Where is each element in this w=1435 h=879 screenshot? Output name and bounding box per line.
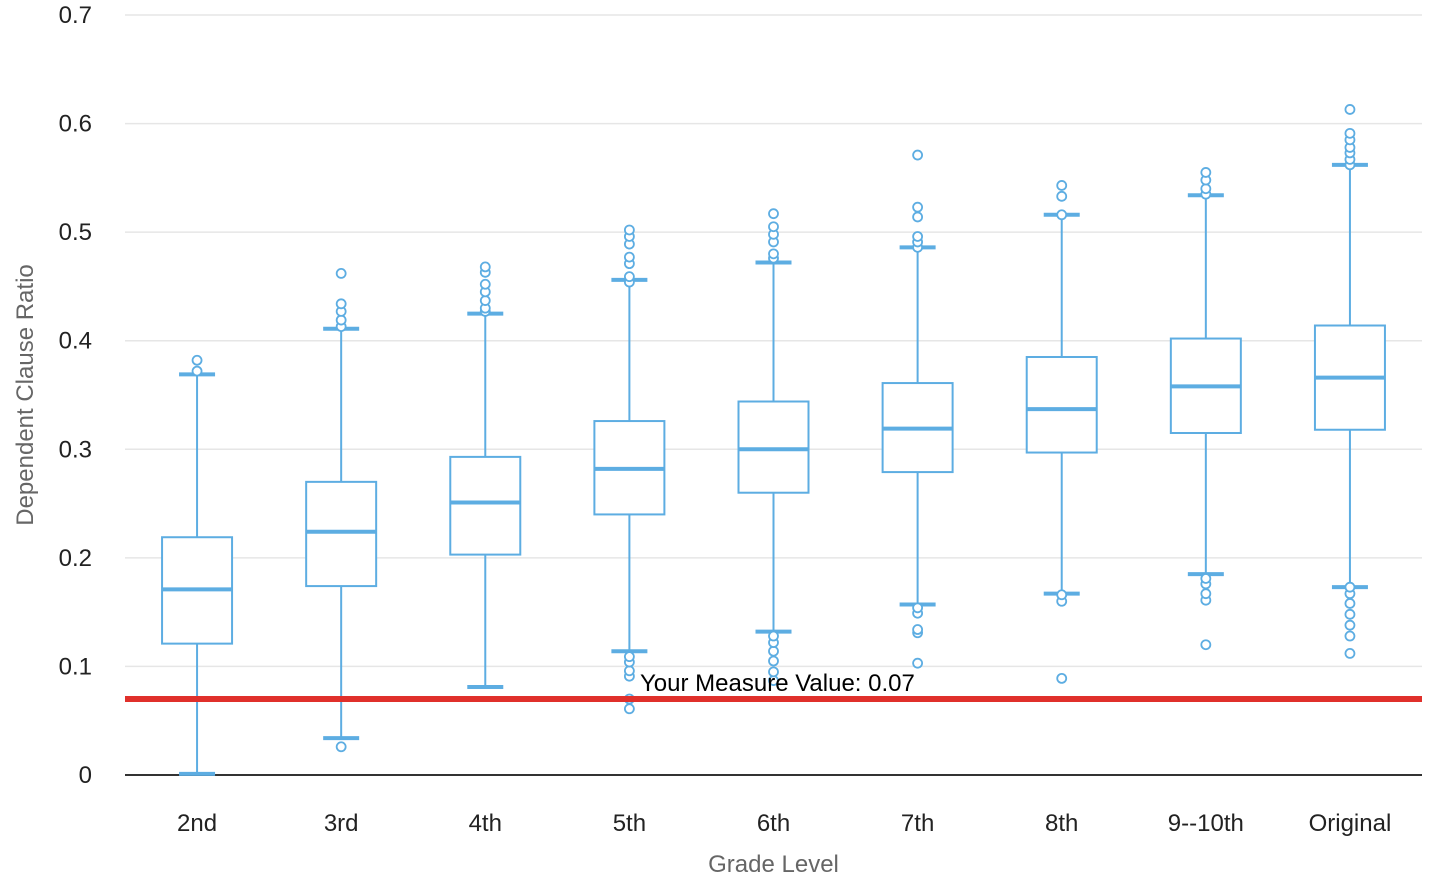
y-tick-label: 0.3 <box>59 436 92 463</box>
x-tick-label: Original <box>1309 810 1392 837</box>
y-tick-label: 0.1 <box>59 653 92 680</box>
box-Original <box>1313 104 1386 659</box>
outlier-point <box>623 271 635 283</box>
x-axis-title: Grade Level <box>708 851 839 878</box>
interquartile-box <box>305 480 378 588</box>
outlier-point <box>335 741 347 753</box>
y-tick-label: 0.5 <box>59 219 92 246</box>
outlier-point <box>912 201 924 213</box>
outlier-point <box>335 267 347 279</box>
outlier-point <box>1344 648 1356 659</box>
x-tick-label: 9--10th <box>1168 810 1244 837</box>
outlier-point <box>479 278 491 290</box>
box-3rd <box>305 267 378 753</box>
outlier-point <box>768 655 779 667</box>
outlier-point <box>1200 588 1212 600</box>
x-tick-label: 4th <box>469 810 502 837</box>
interquartile-box <box>449 455 522 556</box>
box-series <box>161 104 1386 776</box>
outlier-point <box>623 703 635 715</box>
outlier-point <box>768 630 779 642</box>
y-tick-label: 0.2 <box>59 545 92 572</box>
outlier-point <box>1200 167 1212 178</box>
outlier-point <box>1344 127 1356 139</box>
outlier-point <box>768 666 779 678</box>
outlier-point <box>1344 630 1356 642</box>
outlier-point <box>768 248 779 260</box>
outlier-point <box>1344 619 1356 631</box>
outlier-point <box>912 602 924 614</box>
interquartile-box <box>1025 356 1098 454</box>
outlier-point <box>912 231 924 242</box>
reference-line-label: Your Measure Value: 0.07 <box>640 670 915 697</box>
box-6th <box>737 208 810 686</box>
outlier-point <box>768 221 779 233</box>
outlier-point <box>1200 639 1212 651</box>
outlier-point <box>623 224 635 236</box>
box-9--10th <box>1169 167 1242 651</box>
outlier-point <box>623 651 635 663</box>
box-2nd <box>161 354 234 776</box>
outlier-point <box>1344 104 1356 115</box>
x-tick-label: 5th <box>613 810 646 837</box>
box-5th <box>593 224 666 715</box>
outlier-point <box>479 295 491 306</box>
y-axis-ticks: 0 0.1 0.2 0.3 0.4 0.5 0.6 0.7 <box>59 2 92 789</box>
outlier-point <box>768 645 779 657</box>
outlier-point <box>1056 589 1068 601</box>
outlier-point <box>335 314 347 326</box>
outlier-point <box>623 251 635 263</box>
outlier-point <box>912 657 924 669</box>
interquartile-box <box>737 400 810 494</box>
y-tick-label: 0.7 <box>59 2 92 29</box>
outlier-point <box>1200 183 1212 195</box>
outlier-point <box>1056 190 1068 202</box>
x-tick-label: 2nd <box>177 810 217 837</box>
outlier-point <box>1056 180 1068 191</box>
outlier-point <box>479 261 491 273</box>
box-8th <box>1025 180 1098 684</box>
outlier-point <box>1344 581 1356 593</box>
y-tick-label: 0 <box>79 762 92 789</box>
x-tick-label: 6th <box>757 810 790 837</box>
outlier-point <box>1344 598 1356 609</box>
x-axis-ticks: 2nd 3rd 4th 5th 6th 7th 8th 9--10th Original <box>177 810 1391 837</box>
outlier-point <box>912 149 924 161</box>
x-tick-label: 8th <box>1045 810 1078 837</box>
outlier-point <box>1344 608 1356 620</box>
outlier-point <box>1056 672 1068 684</box>
y-axis-title: Dependent Clause Ratio <box>12 264 39 526</box>
outlier-point <box>768 208 779 220</box>
outlier-point <box>335 298 347 310</box>
y-tick-label: 0.6 <box>59 111 92 138</box>
outlier-point <box>912 211 924 223</box>
outlier-point <box>1200 573 1212 584</box>
outlier-point <box>191 354 203 366</box>
box-7th <box>881 149 954 669</box>
outlier-point <box>191 365 203 377</box>
x-tick-label: 3rd <box>324 810 359 837</box>
outlier-point <box>1056 209 1068 221</box>
x-tick-label: 7th <box>901 810 934 837</box>
y-tick-label: 0.4 <box>59 328 92 355</box>
outlier-point <box>912 624 924 635</box>
box-4th <box>449 261 522 690</box>
outlier-point <box>623 665 635 677</box>
